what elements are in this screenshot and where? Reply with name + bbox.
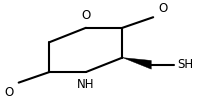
Polygon shape bbox=[122, 58, 151, 69]
Text: SH: SH bbox=[177, 58, 193, 71]
Text: NH: NH bbox=[77, 78, 95, 91]
Text: O: O bbox=[5, 86, 14, 99]
Text: O: O bbox=[81, 9, 90, 22]
Text: O: O bbox=[158, 2, 167, 15]
